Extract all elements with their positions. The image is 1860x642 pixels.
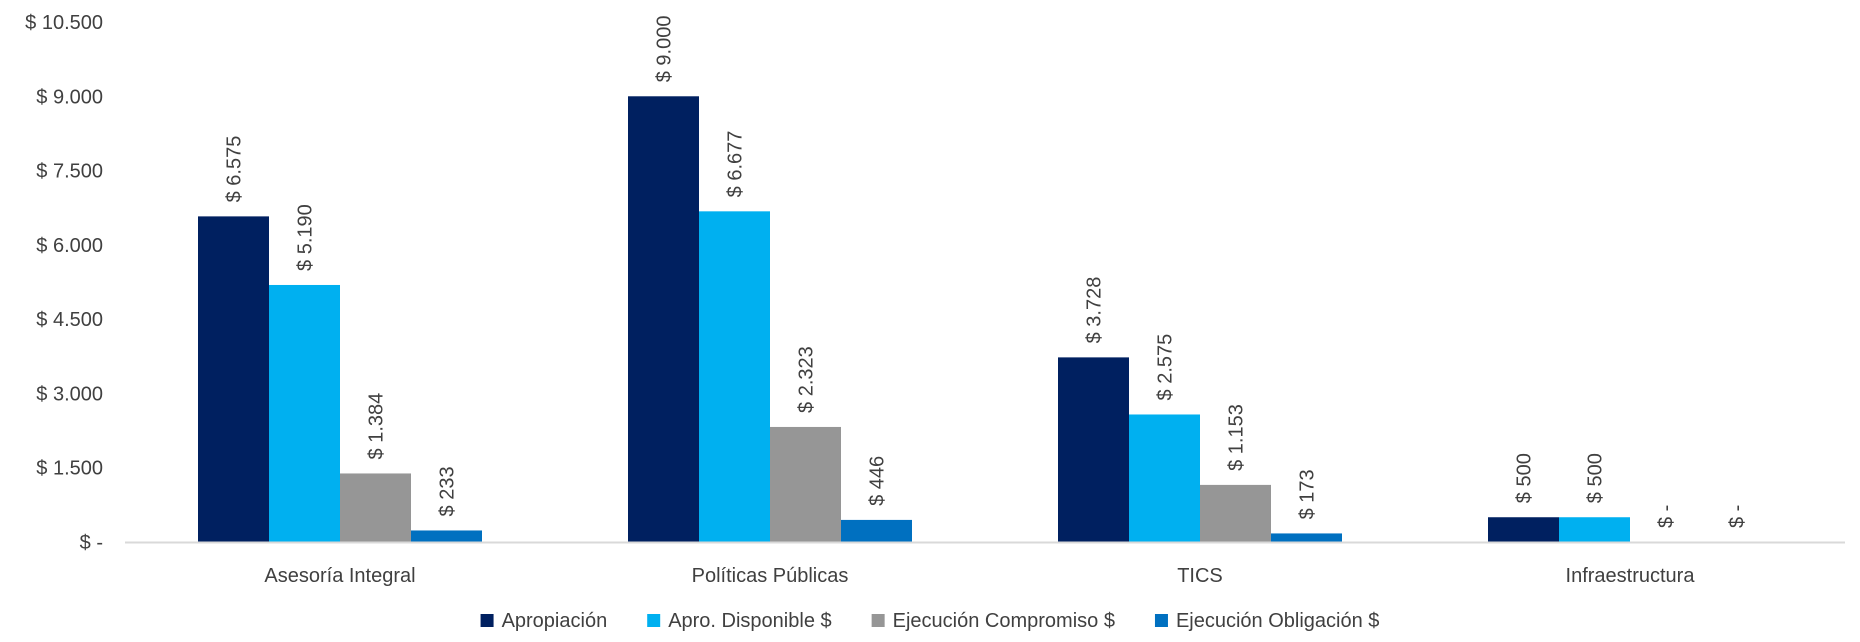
y-tick-label: $ 1.500 (36, 458, 103, 480)
legend-item-1: Apropiación (480, 610, 608, 632)
y-tick-label: $ 9.000 (36, 86, 103, 108)
data-label: $ 446 (867, 456, 889, 506)
y-tick-label: $ 6.000 (36, 235, 103, 257)
data-labels-layer: $ 6.575 $ 5.190 $ 1.384 $ 233 $ 9.000 $ 6.677… (224, 16, 1749, 528)
legend-label: Ejecución Obligación $ (1176, 610, 1379, 632)
y-axis: $ - $ 1.500 $ 3.000 $ 4.500 $ 6.000 $ 7.500 $ … (25, 12, 103, 554)
bar-4-3 (1271, 533, 1342, 542)
bar-1-2 (628, 96, 699, 543)
data-label: $ 500 (1585, 453, 1607, 503)
legend-swatch (1154, 614, 1168, 627)
bar-2-3 (1129, 414, 1200, 542)
category-label: TICS (1177, 565, 1223, 587)
data-label: $ 6.677 (725, 131, 747, 198)
bars-layer (198, 96, 1630, 543)
data-label: $ 233 (437, 466, 459, 516)
legend-item-3: Ejecución Compromiso $ (871, 610, 1115, 632)
data-label: $ 9.000 (654, 16, 676, 83)
bar-3-2 (770, 426, 841, 542)
data-label: $ 173 (1297, 469, 1319, 519)
data-label: $ 1.384 (366, 393, 388, 460)
bar-2-1 (269, 284, 340, 542)
data-label: $ 1.153 (1226, 404, 1248, 471)
legend-label: Apro. Disponible $ (668, 610, 831, 632)
data-label: $ 3.728 (1084, 277, 1106, 344)
category-label: Asesoría Integral (264, 565, 415, 587)
bar-4-1 (411, 530, 482, 542)
data-label: $ 2.575 (1155, 334, 1177, 401)
x-axis: Asesoría Integral Políticas Públicas TICS I… (125, 541, 1845, 587)
legend-label: Apropiación (502, 610, 608, 632)
data-label: $ 5.190 (295, 204, 317, 271)
legend-swatch (871, 614, 885, 627)
legend-label: Ejecución Compromiso $ (893, 610, 1115, 632)
bar-1-1 (198, 216, 269, 542)
data-label: $ - (1727, 505, 1749, 528)
bar-3-1 (340, 473, 411, 542)
data-label: $ 500 (1514, 453, 1536, 503)
legend-swatch (647, 614, 661, 627)
category-label: Políticas Públicas (692, 565, 849, 587)
bar-3-3 (1200, 484, 1271, 542)
bar-2-4 (1559, 517, 1630, 542)
y-tick-label: $ 3.000 (36, 383, 103, 405)
category-label: Infraestructura (1566, 565, 1696, 587)
legend-item-4: Ejecución Obligación $ (1154, 610, 1379, 632)
legend: Apropiación Apro. Disponible $ Ejecución C… (480, 610, 1379, 632)
bar-4-2 (841, 519, 912, 542)
data-label: $ 6.575 (224, 136, 246, 203)
bar-1-3 (1058, 357, 1129, 542)
y-tick-label: $ - (80, 532, 103, 554)
y-tick-label: $ 4.500 (36, 309, 103, 331)
bar-1-4 (1488, 517, 1559, 542)
legend-item-2: Apro. Disponible $ (647, 610, 832, 632)
legend-swatch (480, 614, 494, 627)
bar-2-2 (699, 211, 770, 542)
data-label: $ - (1656, 505, 1678, 528)
data-label: $ 2.323 (796, 346, 818, 413)
y-tick-label: $ 10.500 (25, 12, 103, 34)
y-tick-label: $ 7.500 (36, 161, 103, 183)
